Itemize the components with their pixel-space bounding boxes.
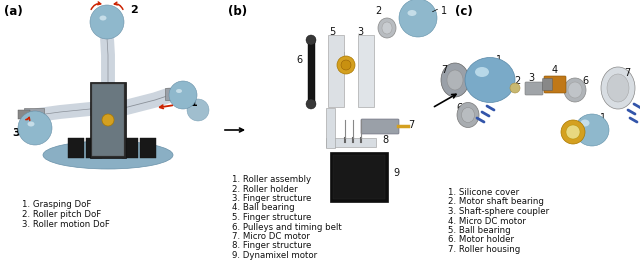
Text: 5. Ball bearing: 5. Ball bearing xyxy=(448,226,511,235)
Ellipse shape xyxy=(601,67,635,109)
FancyBboxPatch shape xyxy=(543,78,552,90)
Circle shape xyxy=(306,99,316,109)
Ellipse shape xyxy=(28,122,35,127)
Text: 7: 7 xyxy=(624,68,630,78)
Ellipse shape xyxy=(564,78,586,102)
Circle shape xyxy=(566,125,580,139)
Text: 2. Roller pitch DoF: 2. Roller pitch DoF xyxy=(22,210,101,219)
Ellipse shape xyxy=(580,119,589,127)
Ellipse shape xyxy=(465,58,515,103)
Text: 3. Roller motion DoF: 3. Roller motion DoF xyxy=(22,220,110,229)
Text: 4. Micro DC motor: 4. Micro DC motor xyxy=(448,216,526,225)
Circle shape xyxy=(306,35,316,45)
Circle shape xyxy=(102,114,114,126)
FancyBboxPatch shape xyxy=(330,152,388,202)
Ellipse shape xyxy=(99,16,106,21)
Text: 4: 4 xyxy=(552,65,558,75)
Ellipse shape xyxy=(457,103,479,128)
Ellipse shape xyxy=(575,114,609,146)
Text: 1. Roller assembly: 1. Roller assembly xyxy=(232,175,311,184)
Text: 6: 6 xyxy=(456,103,462,113)
Circle shape xyxy=(337,56,355,74)
FancyBboxPatch shape xyxy=(544,76,566,93)
FancyBboxPatch shape xyxy=(92,84,124,156)
Text: 3: 3 xyxy=(12,128,20,138)
Text: 5: 5 xyxy=(329,27,335,37)
Circle shape xyxy=(187,99,209,121)
Ellipse shape xyxy=(447,70,463,90)
Text: 1. Grasping DoF: 1. Grasping DoF xyxy=(22,200,92,209)
Ellipse shape xyxy=(176,89,182,93)
Circle shape xyxy=(341,60,351,70)
Text: 1: 1 xyxy=(441,6,447,16)
Ellipse shape xyxy=(475,67,489,77)
FancyBboxPatch shape xyxy=(140,138,156,158)
Text: 8: 8 xyxy=(382,135,388,145)
Text: 5: 5 xyxy=(578,118,584,128)
Text: 2: 2 xyxy=(130,5,138,15)
FancyBboxPatch shape xyxy=(326,108,335,148)
Ellipse shape xyxy=(43,141,173,169)
FancyBboxPatch shape xyxy=(24,108,44,120)
Text: 1: 1 xyxy=(190,98,198,108)
FancyBboxPatch shape xyxy=(525,82,543,95)
Text: 2. Roller holder: 2. Roller holder xyxy=(232,185,298,194)
Text: 6: 6 xyxy=(582,76,588,86)
Text: 5. Finger structure: 5. Finger structure xyxy=(232,213,312,222)
Text: 1: 1 xyxy=(600,113,606,123)
Text: 6: 6 xyxy=(296,55,302,65)
FancyBboxPatch shape xyxy=(68,138,84,158)
Text: (a): (a) xyxy=(4,5,23,18)
Circle shape xyxy=(510,83,520,93)
Text: 2. Motor shaft bearing: 2. Motor shaft bearing xyxy=(448,198,544,206)
Text: 4: 4 xyxy=(340,52,346,62)
Text: 8. Finger structure: 8. Finger structure xyxy=(232,241,312,250)
Ellipse shape xyxy=(461,108,474,123)
Text: 4. Ball bearing: 4. Ball bearing xyxy=(232,204,294,213)
FancyBboxPatch shape xyxy=(328,35,344,107)
Text: 9: 9 xyxy=(393,168,399,178)
FancyBboxPatch shape xyxy=(333,155,385,199)
Text: 6. Motor holder: 6. Motor holder xyxy=(448,235,514,245)
Text: 3: 3 xyxy=(357,27,363,37)
Circle shape xyxy=(561,120,585,144)
Text: 7: 7 xyxy=(441,65,447,75)
FancyBboxPatch shape xyxy=(86,138,102,158)
Text: 6. Pulleys and timing belt: 6. Pulleys and timing belt xyxy=(232,222,342,231)
Text: 7: 7 xyxy=(408,120,414,130)
Text: 1. Silicone cover: 1. Silicone cover xyxy=(448,188,519,197)
Circle shape xyxy=(169,81,197,109)
Text: 7. Micro DC motor: 7. Micro DC motor xyxy=(232,232,310,241)
Text: (c): (c) xyxy=(455,5,473,18)
Text: 3. Shaft-sphere coupler: 3. Shaft-sphere coupler xyxy=(448,207,549,216)
Ellipse shape xyxy=(607,74,629,102)
Text: 1: 1 xyxy=(496,55,502,65)
Ellipse shape xyxy=(382,22,392,34)
Text: 3: 3 xyxy=(528,73,534,83)
Ellipse shape xyxy=(568,82,582,98)
Circle shape xyxy=(90,5,124,39)
FancyBboxPatch shape xyxy=(361,119,399,134)
Text: 2: 2 xyxy=(375,6,381,16)
FancyBboxPatch shape xyxy=(358,35,374,107)
Text: (b): (b) xyxy=(228,5,247,18)
FancyBboxPatch shape xyxy=(90,82,126,158)
Text: 3. Finger structure: 3. Finger structure xyxy=(232,194,312,203)
Text: 7. Roller housing: 7. Roller housing xyxy=(448,245,520,254)
FancyBboxPatch shape xyxy=(122,138,138,158)
FancyBboxPatch shape xyxy=(308,38,315,106)
Text: 9. Dynamixel motor: 9. Dynamixel motor xyxy=(232,251,317,260)
Circle shape xyxy=(399,0,437,37)
Text: 2: 2 xyxy=(514,76,520,86)
FancyBboxPatch shape xyxy=(18,110,30,119)
Ellipse shape xyxy=(378,18,396,38)
Ellipse shape xyxy=(441,63,469,97)
FancyBboxPatch shape xyxy=(165,88,185,100)
Circle shape xyxy=(18,111,52,145)
FancyBboxPatch shape xyxy=(326,138,376,147)
Ellipse shape xyxy=(408,10,417,16)
